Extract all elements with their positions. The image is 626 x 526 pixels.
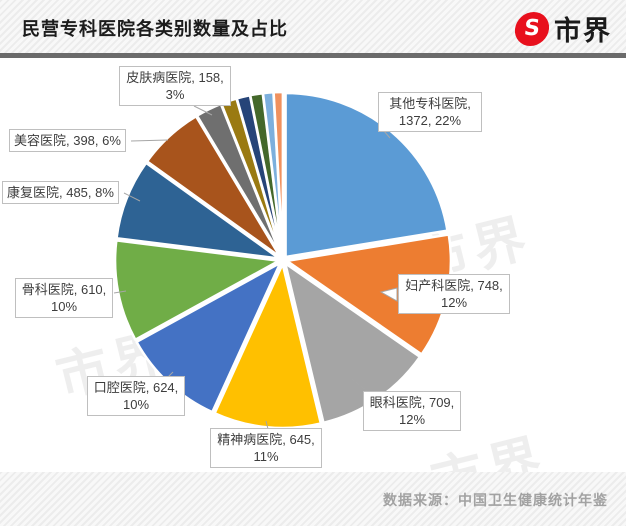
pie-slice-骨科医院 bbox=[113, 239, 281, 341]
header: 民营专科医院各类别数量及占比 S 市界 bbox=[0, 0, 626, 53]
callout-rehab: 康复医院, 485, 8% bbox=[2, 181, 119, 204]
pie-chart-area: 市界 市界 市界 其他专科医院, 1372, 22% 妇产科医院, 748, 1… bbox=[0, 58, 626, 513]
pie-slices bbox=[113, 90, 453, 430]
header-divider-bar bbox=[0, 53, 626, 58]
shijie-logo-icon: S bbox=[513, 11, 551, 46]
pie-slice-精神病医院 bbox=[213, 262, 323, 430]
callout-obgyn: 妇产科医院, 748, 12% bbox=[398, 274, 510, 314]
brand-name: 市界 bbox=[554, 16, 612, 46]
pie-slice-其他专科医院 bbox=[284, 91, 449, 259]
callout-psychiatric: 精神病医院, 645, 11% bbox=[210, 428, 322, 468]
page-title: 民营专科医院各类别数量及占比 bbox=[22, 19, 288, 39]
data-source-text: 数据来源：中国卫生健康统计年鉴 bbox=[383, 492, 608, 508]
callout-orthopedic: 骨科医院, 610, 10% bbox=[15, 278, 113, 318]
leader-lines bbox=[113, 105, 398, 430]
footer: 数据来源：中国卫生健康统计年鉴 bbox=[0, 472, 626, 526]
pie-slice-small-13 bbox=[272, 90, 285, 258]
callout-other-specialty: 其他专科医院, 1372, 22% bbox=[378, 92, 482, 132]
callout-cosmetic: 美容医院, 398, 6% bbox=[9, 129, 126, 152]
callout-dermatology: 皮肤病医院, 158, 3% bbox=[119, 66, 231, 106]
brand-logo: S 市界 bbox=[513, 9, 612, 48]
pie-slice-康复医院 bbox=[115, 161, 281, 260]
callout-dental: 口腔医院, 624, 10% bbox=[87, 376, 185, 416]
callout-eye: 眼科医院, 709, 12% bbox=[363, 391, 461, 431]
pie-chart bbox=[113, 90, 453, 430]
